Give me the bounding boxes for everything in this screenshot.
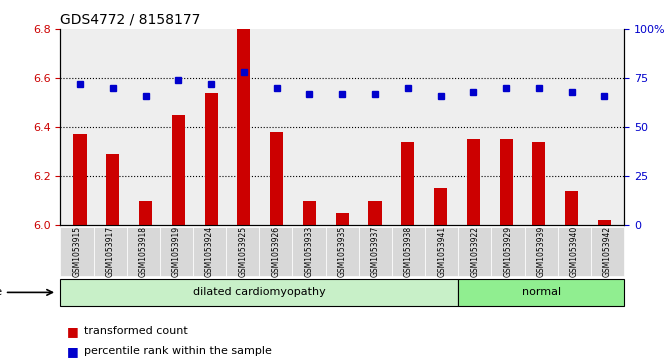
Bar — [434, 188, 447, 225]
Bar — [139, 201, 152, 225]
Text: dilated cardiomyopathy: dilated cardiomyopathy — [193, 287, 325, 297]
Text: GSM1053924: GSM1053924 — [205, 226, 214, 277]
Bar — [565, 191, 578, 225]
Text: GSM1053940: GSM1053940 — [570, 226, 579, 277]
Text: percentile rank within the sample: percentile rank within the sample — [84, 346, 272, 356]
Text: GSM1053941: GSM1053941 — [437, 226, 446, 277]
Bar — [270, 132, 283, 225]
Bar — [303, 201, 316, 225]
Bar — [499, 139, 513, 225]
Bar — [205, 93, 217, 225]
Text: GSM1053917: GSM1053917 — [105, 226, 115, 277]
Text: GSM1053922: GSM1053922 — [470, 226, 479, 277]
Text: GSM1053938: GSM1053938 — [404, 226, 413, 277]
Text: GSM1053918: GSM1053918 — [139, 226, 148, 277]
Text: ■: ■ — [67, 345, 79, 358]
Bar — [467, 139, 480, 225]
Text: GSM1053925: GSM1053925 — [238, 226, 247, 277]
Text: normal: normal — [521, 287, 561, 297]
Text: ■: ■ — [67, 325, 79, 338]
Bar — [532, 142, 546, 225]
Bar — [238, 29, 250, 225]
Text: GSM1053935: GSM1053935 — [338, 226, 347, 277]
Bar — [401, 142, 414, 225]
Text: GSM1053915: GSM1053915 — [72, 226, 81, 277]
Bar — [172, 115, 185, 225]
Bar — [106, 154, 119, 225]
Text: GSM1053939: GSM1053939 — [537, 226, 546, 277]
Text: GSM1053926: GSM1053926 — [271, 226, 280, 277]
Text: transformed count: transformed count — [84, 326, 188, 337]
Text: GDS4772 / 8158177: GDS4772 / 8158177 — [60, 12, 201, 26]
Text: GSM1053919: GSM1053919 — [172, 226, 181, 277]
Text: GSM1053929: GSM1053929 — [503, 226, 513, 277]
Bar — [598, 220, 611, 225]
Text: GSM1053942: GSM1053942 — [603, 226, 612, 277]
Bar — [336, 213, 349, 225]
Text: GSM1053933: GSM1053933 — [305, 226, 313, 277]
Text: GSM1053937: GSM1053937 — [371, 226, 380, 277]
Bar — [74, 134, 87, 225]
Text: disease state: disease state — [0, 287, 2, 297]
Bar — [368, 201, 382, 225]
